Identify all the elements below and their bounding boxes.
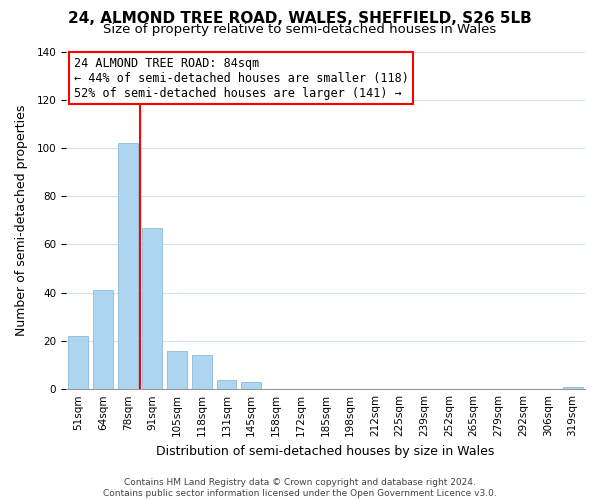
Text: Size of property relative to semi-detached houses in Wales: Size of property relative to semi-detach… — [103, 22, 497, 36]
Bar — [217, 380, 236, 389]
Bar — [241, 382, 261, 389]
Text: 24 ALMOND TREE ROAD: 84sqm
← 44% of semi-detached houses are smaller (118)
52% o: 24 ALMOND TREE ROAD: 84sqm ← 44% of semi… — [74, 56, 409, 100]
Text: 24, ALMOND TREE ROAD, WALES, SHEFFIELD, S26 5LB: 24, ALMOND TREE ROAD, WALES, SHEFFIELD, … — [68, 11, 532, 26]
Bar — [192, 356, 212, 389]
Y-axis label: Number of semi-detached properties: Number of semi-detached properties — [15, 104, 28, 336]
Bar — [68, 336, 88, 389]
Text: Contains HM Land Registry data © Crown copyright and database right 2024.
Contai: Contains HM Land Registry data © Crown c… — [103, 478, 497, 498]
Bar — [142, 228, 162, 389]
Bar — [563, 387, 583, 389]
Bar — [167, 350, 187, 389]
X-axis label: Distribution of semi-detached houses by size in Wales: Distribution of semi-detached houses by … — [156, 444, 494, 458]
Bar — [93, 290, 113, 389]
Bar — [118, 143, 137, 389]
